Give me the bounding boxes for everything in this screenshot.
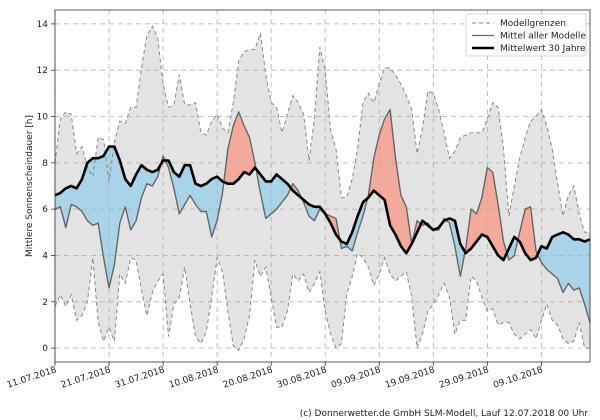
copyright-credit: (c) Donnerwetter.de GmbH SLM-Modell, Lau… bbox=[300, 409, 589, 419]
legend-label-model-mean: Mittel aller Modelle bbox=[500, 32, 586, 42]
x-tick-label: 31.07.2018 bbox=[114, 365, 166, 391]
fill-below-climate bbox=[552, 234, 558, 280]
fill-below-climate bbox=[573, 239, 580, 291]
legend-label-30-year-mean: Mittelwert 30 Jahre bbox=[500, 44, 586, 54]
legend: Modellgrenzen Mittel aller Modelle Mitte… bbox=[465, 13, 587, 57]
plot-frame bbox=[54, 9, 591, 363]
x-tick-label: 09.10.2018 bbox=[492, 365, 544, 391]
fill-above-climate bbox=[487, 167, 493, 247]
y-tick-label: 0 bbox=[42, 344, 48, 354]
fill-below-climate bbox=[568, 234, 574, 291]
y-tick-label: 8 bbox=[42, 159, 48, 169]
legend-label-model-bounds: Modellgrenzen bbox=[500, 19, 566, 29]
x-tick-label: 30.08.2018 bbox=[276, 365, 328, 391]
y-tick-label: 6 bbox=[42, 205, 48, 215]
x-tick-label: 20.08.2018 bbox=[222, 365, 274, 391]
y-tick-label: 14 bbox=[37, 20, 49, 30]
fill-below-climate bbox=[265, 181, 272, 219]
y-tick-label: 2 bbox=[42, 298, 48, 308]
x-tick-label: 11.07.2018 bbox=[6, 365, 58, 391]
model-range-band bbox=[55, 26, 590, 351]
x-axis-ticks: 11.07.2018 21.07.2018 31.07.2018 10.08.2018… bbox=[6, 362, 545, 391]
gridlines bbox=[54, 10, 590, 362]
legend-box bbox=[465, 13, 587, 57]
x-tick-label: 19.09.2018 bbox=[384, 365, 436, 391]
series-model-bound-lower bbox=[54, 252, 590, 352]
series-30-year-mean bbox=[54, 145, 591, 262]
x-tick-label: 09.09.2018 bbox=[330, 365, 382, 391]
fill-below-climate bbox=[87, 157, 94, 226]
y-axis-label: Mittlere Sonnenscheindauer [h] bbox=[25, 115, 35, 257]
y-tick-label: 4 bbox=[42, 251, 48, 261]
y-tick-label: 10 bbox=[37, 113, 49, 123]
x-tick-label: 10.08.2018 bbox=[168, 365, 220, 391]
series-model-bound-upper bbox=[54, 25, 590, 233]
x-tick-label: 29.09.2018 bbox=[438, 365, 490, 391]
fill-below-climate bbox=[200, 183, 207, 212]
series-lines bbox=[54, 25, 591, 352]
y-axis-ticks: 0 2 4 6 8 10 12 14 bbox=[37, 20, 55, 354]
y-tick-label: 12 bbox=[37, 66, 48, 76]
x-tick-label: 21.07.2018 bbox=[60, 365, 112, 391]
